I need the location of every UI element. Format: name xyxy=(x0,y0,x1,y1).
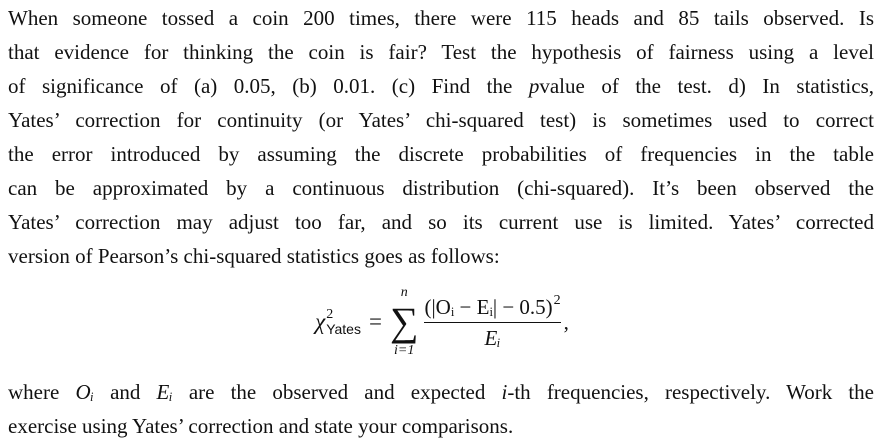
chi-superscript: 2 xyxy=(326,307,334,322)
chi-symbol: χ xyxy=(315,309,326,334)
text-segment: value of the test. d) In statistics, xyxy=(539,74,874,98)
math-symbol: Eᵢ xyxy=(156,380,173,404)
math-symbol: i xyxy=(501,380,508,404)
equals-sign: = xyxy=(368,309,382,334)
chi-squared-yates: χ 2 Yates xyxy=(315,307,361,337)
text-segment: -th frequencies, respectively. Work the xyxy=(507,380,874,404)
text-line: where Oᵢ and Eᵢ are the observed and exp… xyxy=(8,375,874,409)
text-line: can be approximated by a continuous dist… xyxy=(8,171,874,205)
problem-paragraph: When someone tossed a coin 200 times, th… xyxy=(8,1,874,273)
denominator: Eᵢ xyxy=(484,325,501,350)
text-line: that evidence for thinking the coin is f… xyxy=(8,35,874,69)
text-segment: are the observed and expected xyxy=(172,380,502,404)
text-segment: and xyxy=(93,380,157,404)
text-segment: the error introduced by assuming the dis… xyxy=(8,142,874,166)
numerator-exponent: 2 xyxy=(553,292,561,308)
sum-upper-limit: n xyxy=(400,285,408,300)
text-segment: that evidence for thinking the coin is f… xyxy=(8,40,874,64)
text-segment: exercise using Yates’ correction and sta… xyxy=(8,414,514,438)
chi-subscript: Yates xyxy=(326,321,361,337)
text-segment: can be approximated by a continuous dist… xyxy=(8,176,874,200)
text-line: of significance of (a) 0.05, (b) 0.01. (… xyxy=(8,69,874,103)
sum-lower-limit: i=1 xyxy=(394,343,415,358)
instruction-paragraph: where Oᵢ and Eᵢ are the observed and exp… xyxy=(8,375,874,443)
numerator-group: (|Oᵢ − Eᵢ| − 0.5) 2 xyxy=(424,292,561,320)
text-line: Yates’ correction may adjust too far, an… xyxy=(8,205,874,239)
text-segment: of significance of (a) 0.05, (b) 0.01. (… xyxy=(8,74,529,98)
formula-comma: , xyxy=(563,310,569,334)
text-line: version of Pearson’s chi-squared statist… xyxy=(8,239,874,273)
text-line: exercise using Yates’ correction and sta… xyxy=(8,409,874,443)
summation: n ∑ i=1 xyxy=(390,286,419,358)
text-segment: Yates’ correction may adjust too far, an… xyxy=(8,210,874,234)
text-line: When someone tossed a coin 200 times, th… xyxy=(8,1,874,35)
fraction: (|Oᵢ − Eᵢ| − 0.5) 2 Eᵢ xyxy=(424,292,561,351)
text-segment: Yates’ correction for continuity (or Yat… xyxy=(8,108,874,132)
text-segment: where xyxy=(8,380,76,404)
math-symbol: Oᵢ xyxy=(75,380,94,404)
chi-scripts: 2 Yates xyxy=(326,307,361,337)
text-line: the error introduced by assuming the dis… xyxy=(8,137,874,171)
fraction-bar xyxy=(424,321,561,323)
text-segment: version of Pearson’s chi-squared statist… xyxy=(8,244,500,268)
math-symbol: p xyxy=(528,74,540,98)
sum-symbol: ∑ xyxy=(389,299,419,344)
text-segment: When someone tossed a coin 200 times, th… xyxy=(8,6,874,30)
text-line: Yates’ correction for continuity (or Yat… xyxy=(8,103,874,137)
yates-formula: χ 2 Yates = n ∑ i=1 (|Oᵢ − Eᵢ| − 0.5) 2 … xyxy=(0,284,884,360)
numerator: (|Oᵢ − Eᵢ| − 0.5) xyxy=(424,294,553,319)
